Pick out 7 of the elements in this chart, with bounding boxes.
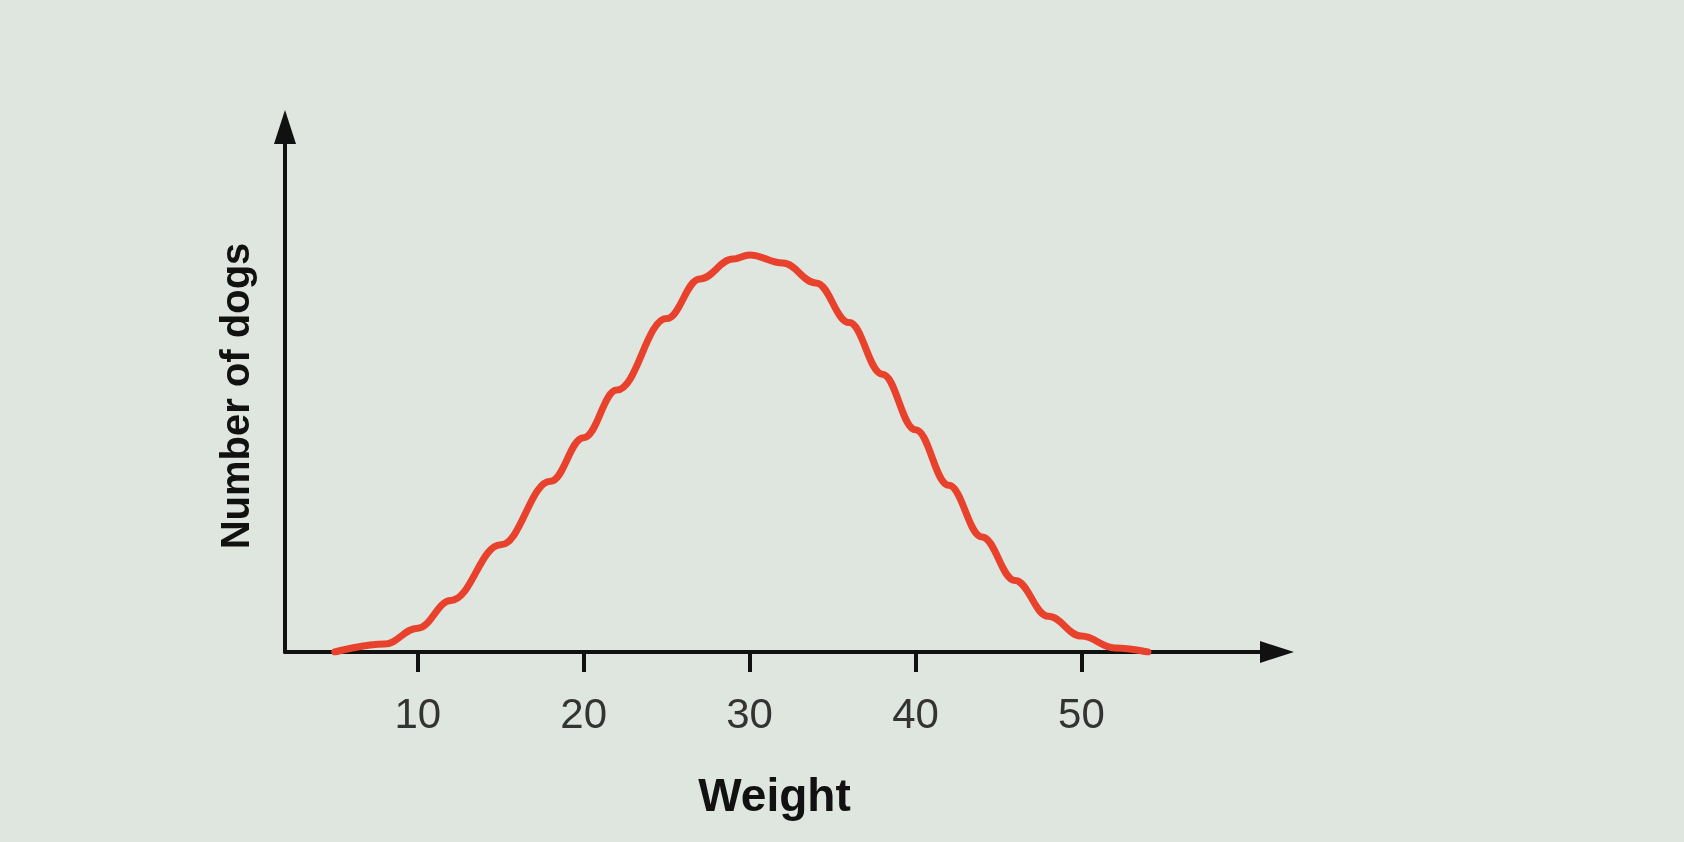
x-axis-title: Weight [698,769,851,821]
x-tick-label: 50 [1058,689,1105,737]
y-axis-title: Number of dogs [213,242,257,550]
x-tick-label: 40 [892,689,939,737]
x-tick-label: 20 [560,689,608,737]
x-tick-label: 30 [726,689,773,737]
x-tick-label: 10 [394,689,442,737]
